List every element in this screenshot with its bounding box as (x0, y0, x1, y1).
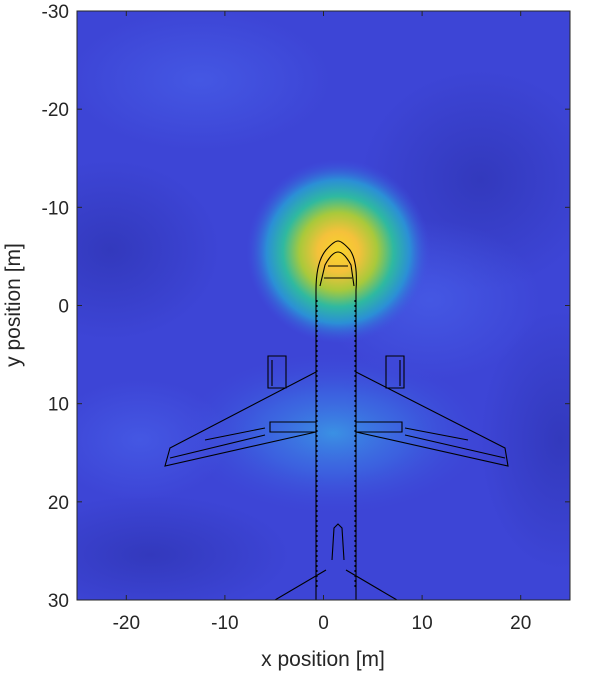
y-tick-label: 20 (48, 493, 69, 514)
aircraft-left-wing (164, 371, 317, 467)
x-axis-label: x position [m] (261, 648, 385, 671)
aircraft-right-wing-flap (355, 421, 506, 459)
y-tick-label: 10 (48, 395, 69, 416)
y-tick-label: -30 (42, 2, 69, 23)
heatmap-light-region (77, 11, 330, 150)
heatmap-hotspot-secondary (183, 353, 484, 514)
heatmap-dark-region (77, 495, 290, 600)
x-axis: -20 -10 0 10 20 (113, 11, 531, 634)
y-axis: -30 -20 -10 0 10 20 30 (42, 2, 570, 612)
heatmap-dark-region (480, 310, 570, 570)
aircraft-left-engine (267, 355, 287, 389)
x-tick-label: -10 (211, 613, 238, 634)
aircraft-outline (164, 240, 509, 600)
y-axis-label: y position [m] (2, 243, 25, 367)
y-tick-label: 30 (48, 591, 69, 612)
y-tick-label: 0 (58, 297, 69, 318)
aircraft-nose-cockpit (319, 251, 355, 287)
y-tick-label: -20 (42, 100, 69, 121)
aircraft-right-engine (385, 355, 405, 389)
aircraft-right-wing (355, 371, 509, 467)
y-tick-label: -10 (42, 198, 69, 219)
x-tick-label: 10 (412, 613, 433, 634)
aircraft-left-wing-flap (169, 421, 317, 459)
x-tick-label: 0 (318, 613, 329, 634)
aircraft-tail (274, 523, 398, 600)
heatmap-dark-region (77, 160, 220, 340)
aircraft-door-line (316, 300, 356, 590)
aircraft-fuselage (315, 240, 357, 600)
x-tick-label: -20 (113, 613, 140, 634)
heatmap-surface (77, 11, 570, 600)
x-tick-label: 20 (510, 613, 531, 634)
